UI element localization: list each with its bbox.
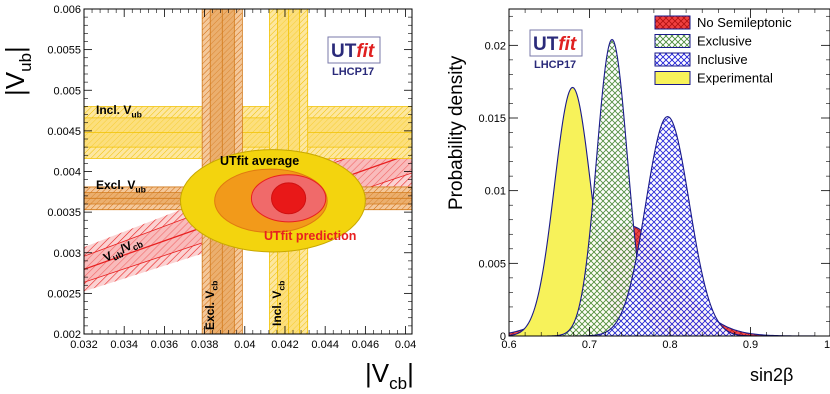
legend-label: Exclusive (697, 34, 752, 49)
excl-vcb-label-text: Excl. Vcb (203, 281, 220, 330)
x-tick-label: 0.044 (311, 339, 339, 351)
legend: No Semileptonic Exclusive Inclusive Experim… (654, 15, 792, 86)
svg-text:Probability density: Probability density (446, 55, 467, 210)
legend-label: Inclusive (697, 52, 748, 67)
y-tick-label: 0.015 (478, 113, 506, 125)
x-tick-label: 0.038 (191, 339, 219, 351)
y-tick-label: 0.002 (53, 329, 81, 341)
legend-swatch (654, 34, 691, 48)
y-tick-label: 0.0035 (47, 207, 81, 219)
y-axis-title: Probability density (446, 55, 467, 210)
excl-vub-label: Excl. Vub (96, 178, 146, 195)
utfit-logo: UTfit LHCP17 (327, 36, 381, 78)
x-tick-label: 0.7 (582, 339, 597, 351)
y-axis-title: |Vub| (0, 46, 35, 96)
x-tick-label: 0.8 (662, 339, 677, 351)
x-tick-label: 0.036 (151, 339, 179, 351)
legend-swatch (654, 71, 691, 85)
x-axis-title: |Vcb| (365, 358, 414, 393)
utfit-logo-right: UTfit LHCP17 (529, 29, 583, 71)
x-tick-label: 0.6 (501, 339, 516, 351)
right-plot-frame (508, 8, 830, 337)
incl-vcb-label-text: Incl. Vcb (270, 281, 287, 326)
x-tick-label: 0.034 (110, 339, 138, 351)
x-axis-title: sin2β (750, 365, 793, 385)
y-tick-label: 0.01 (485, 186, 506, 198)
incl-vcb-label: Incl. Vcb (270, 281, 287, 326)
legend-label: No Semileptonic (697, 15, 792, 30)
x-tick-label: 1 (824, 339, 830, 351)
x-tick-label: 0.042 (271, 339, 299, 351)
vub-vcb-plot: 0.032 0.034 0.036 0.038 0.04 0.042 0.044 0.046 0… (0, 4, 416, 393)
x-tick-label: 0.04 (234, 339, 255, 351)
legend-swatch (654, 15, 691, 30)
incl-vub-label: Incl. Vub (96, 103, 142, 120)
logo-sub: LHCP17 (534, 59, 576, 71)
x-tick-label: 0.9 (743, 339, 758, 351)
y-tick-label: 0.0055 (47, 45, 81, 57)
y-tick-label: 0.0045 (47, 126, 81, 138)
y-tick-label: 0.004 (53, 167, 81, 179)
y-tick-label: 0.005 (53, 85, 81, 97)
prediction-label: UTfit prediction (264, 229, 356, 243)
y-tick-label: 0.006 (53, 4, 81, 16)
average-label: UTfit average (220, 154, 299, 168)
legend-swatch (654, 52, 691, 67)
y-tick-label: 0.003 (53, 248, 81, 260)
y-tick-label: 0.0025 (47, 288, 81, 300)
prediction-contour-inner (271, 182, 307, 215)
y-tick-label: 0 (500, 331, 506, 343)
x-tick-label: 0.04 (395, 339, 416, 351)
series-inclusive (575, 115, 760, 336)
logo-sub: LHCP17 (332, 66, 374, 78)
x-tick-label: 0.046 (352, 339, 380, 351)
svg-text:|Vub|: |Vub| (0, 46, 35, 96)
y-tick-label: 0.005 (478, 258, 506, 270)
x-tick-label: 0.032 (70, 339, 98, 351)
sin2beta-plot: 0.6 0.7 0.8 0.9 1 0 0.005 0.01 0.015 0.02 Probabi… (446, 8, 830, 385)
svg-text:UTfit: UTfit (331, 41, 375, 62)
svg-text:UTfit: UTfit (533, 34, 577, 55)
y-tick-label: 0.02 (485, 40, 506, 52)
legend-label: Experimental (697, 71, 773, 86)
excl-vcb-label: Excl. Vcb (203, 281, 220, 330)
